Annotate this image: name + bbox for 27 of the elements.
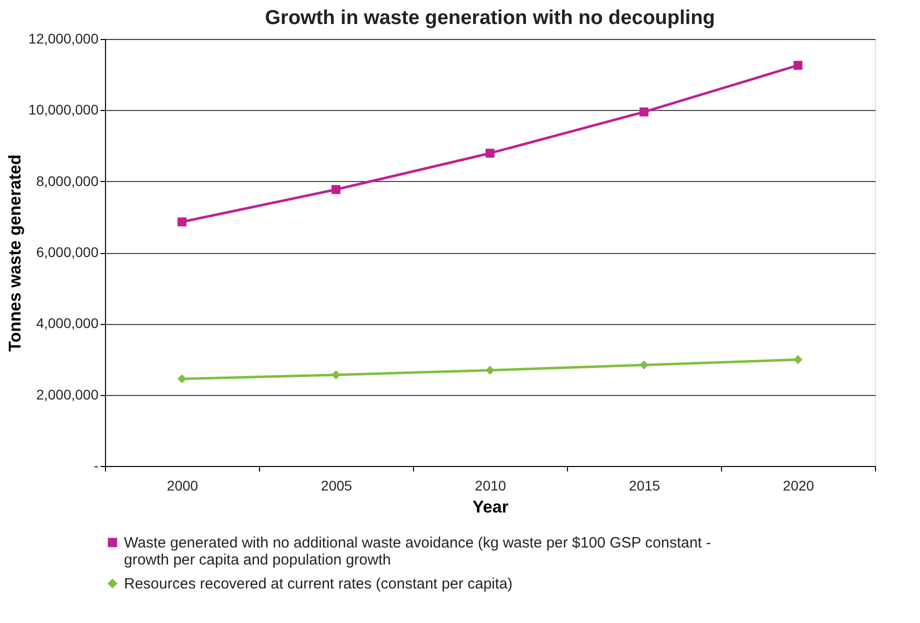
point xyxy=(486,148,494,158)
y-tick-label: 6,000,000 xyxy=(36,244,99,260)
point xyxy=(486,366,494,375)
y-tick-label: 10,000,000 xyxy=(28,102,99,118)
x-tick-label: 2010 xyxy=(474,478,506,494)
x-tick-label: 2020 xyxy=(782,478,814,494)
point xyxy=(178,217,186,226)
chart-title: Growth in waste generation with no decoupling xyxy=(264,7,716,29)
y-tick-label: 8,000,000 xyxy=(36,172,99,189)
point xyxy=(332,370,340,380)
point xyxy=(640,360,648,370)
point xyxy=(332,185,340,194)
y-tick-label: 12,000,000 xyxy=(28,30,99,46)
point xyxy=(794,60,802,70)
y-tick-label: 2,000,000 xyxy=(36,386,99,402)
y-tick-label: - xyxy=(94,458,99,474)
x-tick-label: 2015 xyxy=(628,478,660,494)
legend-label: Waste generated with no additional waste avoidance (kg waste per $100 GSP constant - growth per capita and population growth xyxy=(124,534,712,568)
y-tick-label: 4,000,000 xyxy=(36,315,99,332)
y-axis-title: Tonnes waste generated xyxy=(5,154,24,352)
legend-label: Resources recovered at current rates (constant per capita) xyxy=(124,576,513,592)
point xyxy=(178,374,186,384)
point xyxy=(794,355,802,364)
x-tick-label: 2000 xyxy=(166,478,198,494)
point xyxy=(640,107,648,116)
x-axis-title: Year xyxy=(472,498,509,516)
x-tick-label: 2005 xyxy=(320,478,352,494)
